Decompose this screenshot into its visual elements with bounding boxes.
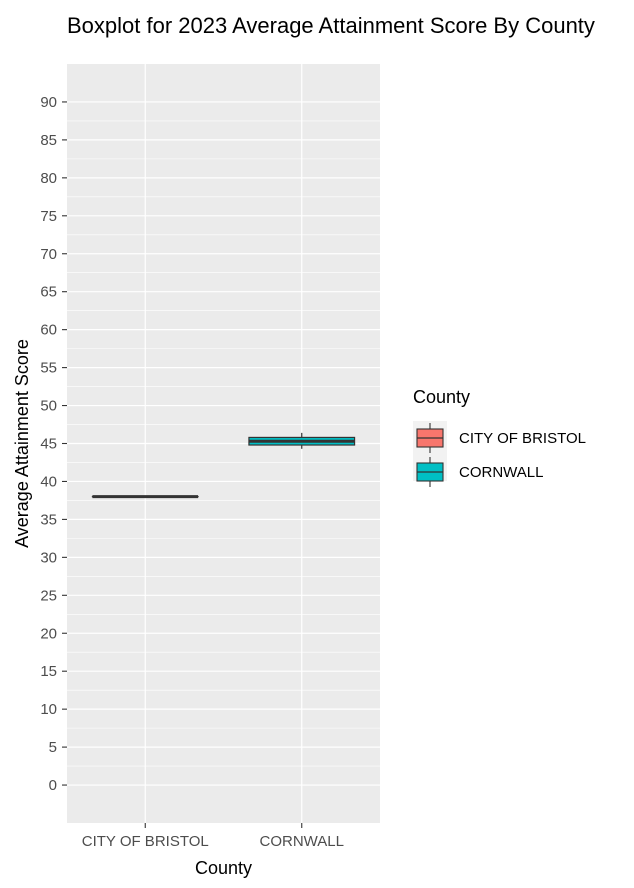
x-axis: CITY OF BRISTOL CORNWALL (82, 823, 344, 850)
y-axis-title: Average Attainment Score (12, 339, 32, 548)
y-tick-label: 60 (40, 322, 57, 339)
legend-entry-label: CORNWALL (459, 464, 543, 481)
legend-key-city-of-bristol (416, 423, 444, 453)
y-tick-label: 25 (40, 587, 57, 604)
y-tick-label: 0 (49, 777, 57, 794)
minor-gridlines (67, 120, 380, 767)
legend-title: County (413, 387, 470, 407)
box-cornwall (248, 432, 356, 449)
y-tick-label: 30 (40, 549, 57, 566)
y-tick-label: 35 (40, 511, 57, 528)
y-tick-label: 65 (40, 284, 57, 301)
y-tick-label: 5 (49, 739, 57, 756)
y-tick-label: 10 (40, 701, 57, 718)
y-tick-label: 55 (40, 360, 57, 377)
y-tick-label: 80 (40, 170, 57, 187)
y-tick-label: 90 (40, 94, 57, 111)
x-tick-label: CORNWALL (260, 833, 344, 850)
y-tick-label: 75 (40, 208, 57, 225)
y-tick-label: 50 (40, 398, 57, 415)
boxes (91, 432, 356, 499)
legend: County CITY OF BRISTOL CORNWALL (413, 387, 586, 487)
legend-entry-label: CITY OF BRISTOL (459, 430, 586, 447)
legend-key-cornwall (416, 457, 444, 487)
y-tick-label: 40 (40, 473, 57, 490)
x-tick-label: CITY OF BRISTOL (82, 833, 209, 850)
chart-title: Boxplot for 2023 Average Attainment Scor… (67, 13, 595, 38)
y-tick-label: 85 (40, 132, 57, 149)
y-axis: 0 5 10 15 20 25 30 35 40 45 50 55 60 65 70 75 80 85 90 (40, 94, 67, 794)
y-tick-label: 15 (40, 663, 57, 680)
y-tick-label: 20 (40, 625, 57, 642)
x-axis-title: County (195, 858, 252, 878)
y-tick-label: 45 (40, 436, 57, 453)
major-gridlines (67, 64, 380, 823)
y-tick-label: 70 (40, 246, 57, 263)
